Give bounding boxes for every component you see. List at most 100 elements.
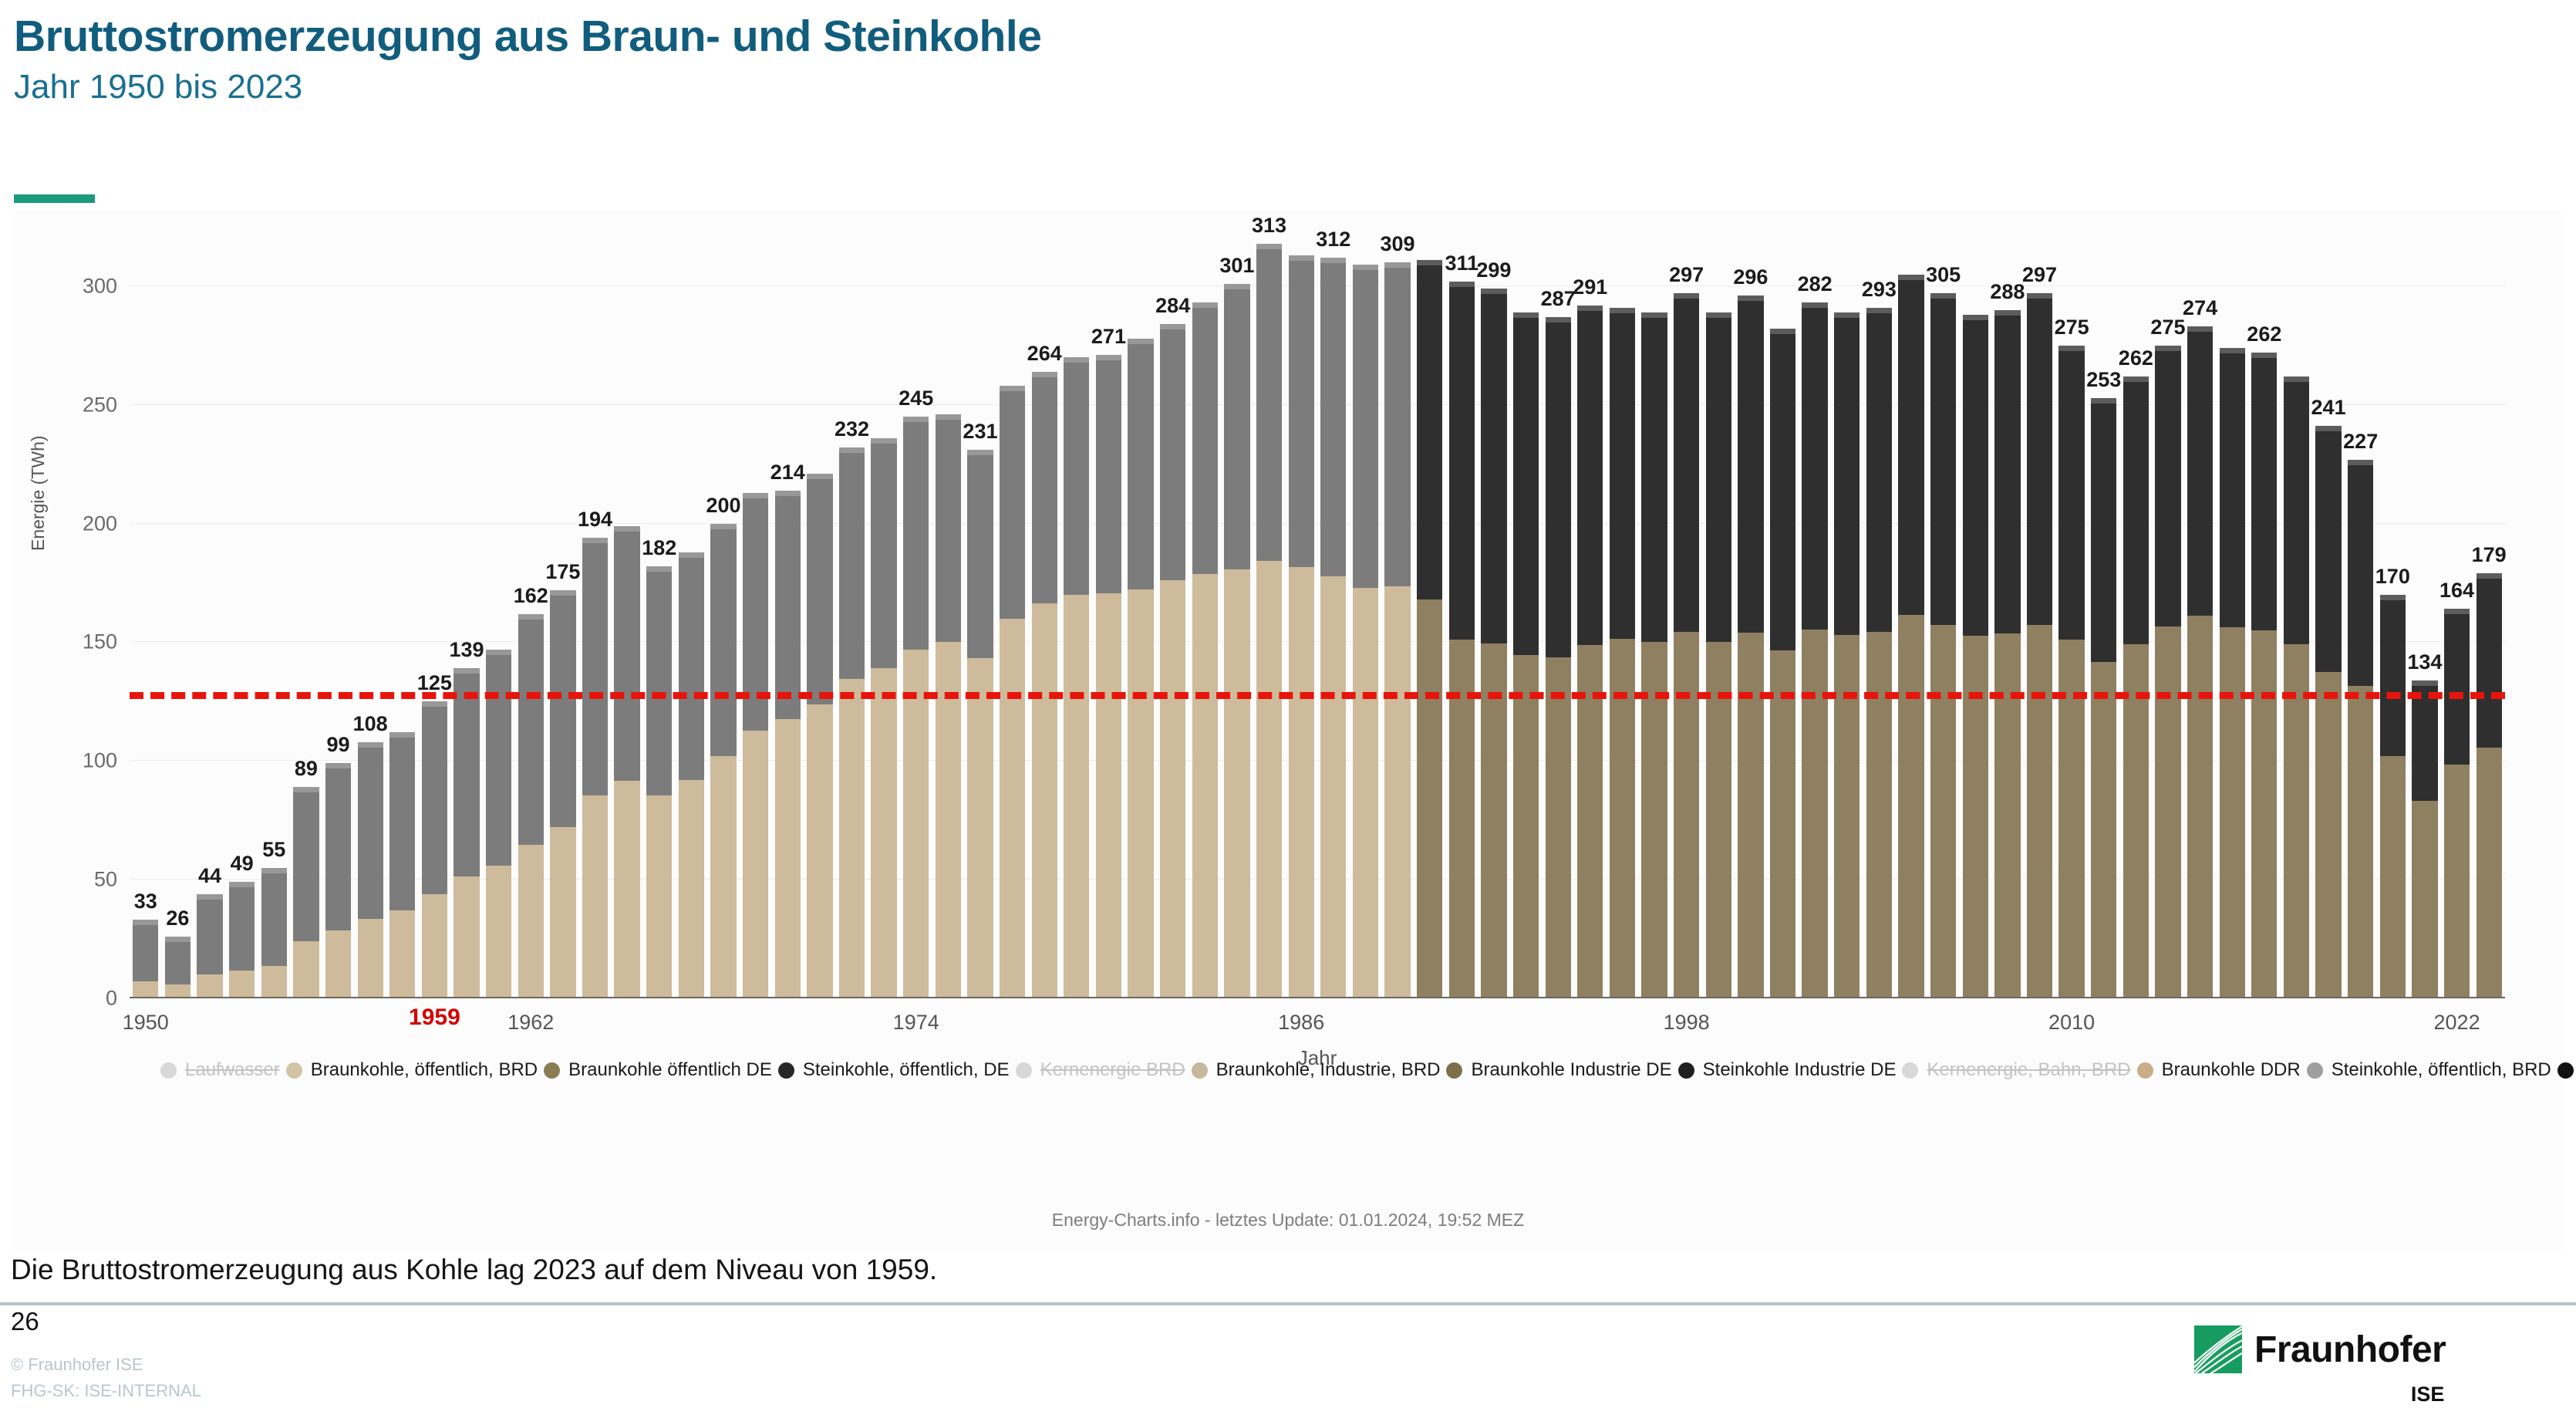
bar[interactable]: 194 (578, 508, 612, 998)
bar[interactable]: 274 (2183, 296, 2217, 998)
bar-top-highlight (518, 613, 544, 620)
bar[interactable] (2219, 347, 2245, 998)
bar[interactable]: 262 (2247, 322, 2281, 998)
bar[interactable]: 162 (514, 584, 548, 998)
chart-legend[interactable]: Laufwasser Braunkohle, öffentlich, BRD Bra… (160, 1057, 2574, 1083)
bar[interactable] (1705, 312, 1731, 998)
bar[interactable] (1609, 307, 1636, 998)
bar[interactable] (1128, 338, 1154, 998)
bar[interactable] (1417, 260, 1443, 998)
legend-item[interactable]: Braunkohle Industrie DE (1446, 1057, 1672, 1083)
bar[interactable] (1641, 312, 1667, 998)
bar[interactable]: 139 (449, 638, 484, 998)
bar[interactable]: 241 (2311, 396, 2346, 998)
bar[interactable]: 275 (2150, 316, 2185, 998)
bar[interactable] (2283, 376, 2310, 998)
bar[interactable]: 200 (706, 494, 741, 998)
bar[interactable] (1064, 357, 1090, 998)
bar[interactable]: 170 (2375, 565, 2410, 998)
legend-item[interactable]: Braunkohle öffentlich DE (544, 1057, 772, 1083)
bar[interactable]: 309 (1381, 232, 1415, 998)
bar[interactable]: 275 (2055, 316, 2089, 998)
bar[interactable] (1288, 255, 1314, 998)
bar[interactable] (1512, 312, 1539, 998)
bar[interactable]: 297 (1669, 263, 1704, 998)
bar-segment-braunkohle (453, 876, 480, 998)
bar[interactable]: 227 (2343, 430, 2378, 998)
legend-item[interactable]: Steinkohle Industrie DE (1677, 1057, 1896, 1083)
bar[interactable]: 264 (1027, 342, 1062, 998)
bar-segment-steinkohle (710, 523, 737, 757)
bar[interactable]: 282 (1798, 272, 1833, 998)
bar[interactable] (807, 474, 833, 998)
bar[interactable]: 175 (545, 560, 580, 998)
bar[interactable]: 271 (1091, 325, 1126, 998)
bar[interactable] (678, 552, 705, 998)
bar[interactable]: 214 (770, 461, 805, 998)
bar[interactable]: 288 (1990, 280, 2025, 998)
bar[interactable]: 99 (325, 733, 352, 998)
bar[interactable]: 108 (353, 712, 388, 998)
bar-segment-braunkohle (1738, 633, 1764, 998)
bar-segment-braunkohle (1481, 643, 1507, 998)
bar[interactable] (1898, 274, 1924, 998)
bar[interactable]: 44 (197, 864, 223, 998)
bar-top-highlight (421, 701, 448, 707)
bar[interactable]: 179 (2472, 543, 2507, 998)
legend-item[interactable]: Laufwasser (160, 1057, 280, 1083)
legend-item[interactable]: Braunkohle DDR (2136, 1057, 2301, 1083)
bar[interactable] (935, 414, 961, 998)
bar[interactable]: 293 (1862, 278, 1897, 998)
bar[interactable]: 299 (1476, 258, 1511, 998)
bar[interactable] (614, 525, 640, 998)
bar[interactable]: 262 (2119, 346, 2153, 998)
bar[interactable]: 89 (293, 757, 319, 998)
bar[interactable]: 125 (417, 671, 452, 998)
bar[interactable] (1962, 314, 1988, 998)
bar[interactable]: 26 (164, 907, 191, 998)
bar[interactable]: 49 (229, 852, 255, 998)
bar[interactable] (486, 649, 512, 998)
bar[interactable]: 311 (1445, 252, 1479, 998)
bar[interactable]: 291 (1573, 275, 1607, 998)
bar[interactable]: 305 (1926, 263, 1961, 998)
bar[interactable]: 296 (1733, 265, 1768, 998)
bar[interactable] (1834, 312, 1860, 998)
bar[interactable]: 313 (1252, 214, 1286, 998)
legend-item[interactable]: Kernenergie BRD (1015, 1057, 1185, 1083)
legend-item[interactable]: Braunkohle, Industrie, BRD (1191, 1057, 1440, 1083)
bar[interactable]: 312 (1316, 228, 1350, 998)
accent-bar (14, 194, 95, 203)
bar[interactable]: 301 (1219, 254, 1254, 998)
bar[interactable]: 297 (2022, 263, 2057, 998)
bar[interactable] (1769, 329, 1796, 998)
legend-item[interactable]: Steinkohle Bahn DE (2557, 1057, 2576, 1083)
bar-segment-braunkohle (903, 649, 929, 998)
legend-item[interactable]: Braunkohle, öffentlich, BRD (285, 1057, 538, 1083)
legend-item[interactable]: Steinkohle, öffentlich, BRD (2306, 1057, 2551, 1083)
bar[interactable]: 287 (1541, 287, 1576, 998)
bar[interactable]: 55 (261, 838, 287, 998)
bar-top-highlight (710, 523, 737, 529)
legend-item[interactable]: Kernenergie, Bahn, BRD (1902, 1057, 2131, 1083)
bar[interactable]: 134 (2407, 650, 2442, 998)
bar[interactable] (871, 437, 897, 998)
bar[interactable]: 232 (835, 417, 869, 998)
bar[interactable] (389, 732, 416, 998)
bar[interactable]: 284 (1155, 294, 1190, 998)
bar-top-highlight (453, 668, 480, 674)
bar[interactable] (999, 386, 1026, 998)
bar[interactable] (742, 492, 769, 998)
legend-item[interactable]: Steinkohle, öffentlich, DE (777, 1057, 1010, 1083)
bar[interactable]: 231 (963, 420, 997, 998)
bar[interactable]: 253 (2086, 368, 2121, 998)
bar[interactable]: 164 (2439, 579, 2474, 998)
bar-segment-braunkohle (1192, 574, 1218, 998)
bar[interactable]: 182 (642, 536, 676, 998)
bar-top-highlight (486, 649, 512, 655)
legend-swatch-icon (1446, 1062, 1463, 1079)
bar[interactable] (1352, 265, 1379, 998)
bar[interactable] (1192, 302, 1218, 998)
bar[interactable]: 245 (899, 387, 933, 998)
bar[interactable]: 33 (133, 890, 159, 998)
